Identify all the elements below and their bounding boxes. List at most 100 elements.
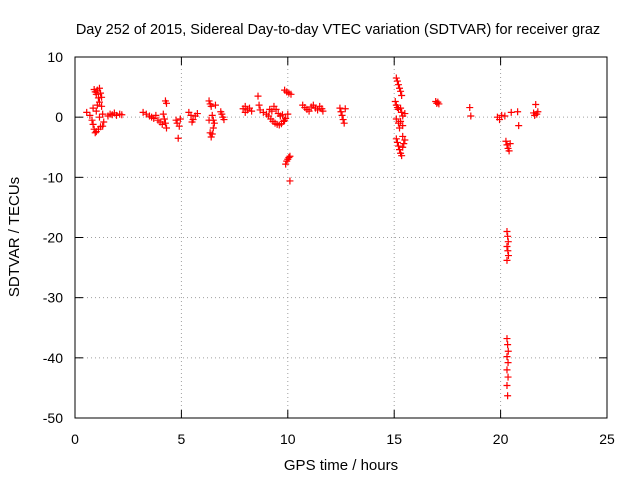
data-point xyxy=(504,373,512,381)
data-point xyxy=(282,160,290,168)
x-axis-title: GPS time / hours xyxy=(284,457,398,474)
data-point xyxy=(339,116,347,124)
data-point xyxy=(193,110,201,118)
data-point xyxy=(504,392,512,400)
x-tick-label: 25 xyxy=(599,431,615,447)
data-point xyxy=(467,112,475,120)
data-point xyxy=(504,359,512,367)
data-point xyxy=(399,122,407,130)
data-point xyxy=(99,110,107,118)
data-point xyxy=(160,115,168,123)
data-point xyxy=(397,104,405,112)
data-point xyxy=(399,143,407,151)
data-point xyxy=(100,118,108,126)
data-point xyxy=(175,122,183,130)
axis-ticks xyxy=(74,56,608,419)
data-point xyxy=(340,119,348,127)
data-point xyxy=(503,366,511,374)
data-point xyxy=(95,113,103,121)
data-point xyxy=(305,107,313,115)
data-point xyxy=(285,153,293,161)
data-point xyxy=(397,87,405,95)
y-tick-label: -40 xyxy=(43,350,63,366)
data-point xyxy=(248,107,256,115)
data-point xyxy=(503,382,511,390)
y-axis-title: SDTVAR / TECUs xyxy=(6,177,23,297)
data-point xyxy=(86,111,94,119)
data-point xyxy=(336,104,344,112)
data-point xyxy=(503,227,511,235)
data-point xyxy=(435,100,443,108)
data-point xyxy=(504,341,512,349)
data-point xyxy=(241,102,249,110)
data-point xyxy=(503,141,511,149)
data-point xyxy=(174,134,182,142)
data-point xyxy=(91,129,99,137)
data-point xyxy=(507,108,515,116)
data-point xyxy=(241,108,249,116)
data-point xyxy=(401,136,409,144)
data-point xyxy=(502,137,510,145)
data-point xyxy=(286,177,294,185)
data-point xyxy=(287,90,295,98)
data-point xyxy=(503,353,511,361)
data-point xyxy=(398,92,406,100)
data-point xyxy=(95,84,103,92)
data-point xyxy=(392,115,400,123)
data-point xyxy=(503,256,511,264)
data-point xyxy=(534,108,542,116)
data-point xyxy=(98,93,106,101)
data-point xyxy=(392,74,400,82)
x-tick-label: 20 xyxy=(493,431,509,447)
data-point xyxy=(207,102,215,110)
data-point xyxy=(172,116,180,124)
data-point xyxy=(98,102,106,110)
data-point xyxy=(532,101,540,109)
data-point xyxy=(209,124,217,132)
x-tick-label: 5 xyxy=(178,431,186,447)
data-point xyxy=(503,335,511,343)
data-point xyxy=(397,117,405,125)
data-point xyxy=(99,122,107,130)
y-tick-label: -30 xyxy=(43,290,63,306)
data-point xyxy=(501,112,509,120)
data-point xyxy=(205,116,213,124)
data-point xyxy=(94,94,102,102)
data-point xyxy=(398,152,406,160)
data-point xyxy=(207,133,215,141)
data-point xyxy=(496,116,504,124)
data-point xyxy=(188,118,196,126)
data-point xyxy=(163,99,171,107)
data-point xyxy=(337,108,345,116)
tick-labels: 0 5 10 15 20 25 10 0 -10 -20 -30 -40 -50 xyxy=(43,49,615,447)
y-tick-label: -50 xyxy=(43,410,63,426)
data-point xyxy=(341,105,349,113)
data-point xyxy=(118,111,126,119)
data-point xyxy=(400,140,408,148)
x-tick-label: 15 xyxy=(386,431,402,447)
data-point xyxy=(159,110,167,118)
data-point xyxy=(284,110,292,118)
data-points xyxy=(83,74,542,400)
data-point xyxy=(504,347,512,355)
data-point xyxy=(254,92,262,100)
data-point xyxy=(158,120,166,128)
data-point xyxy=(399,132,407,140)
data-point xyxy=(205,97,213,105)
data-point xyxy=(152,111,160,119)
data-point xyxy=(394,81,402,89)
data-point xyxy=(514,108,522,116)
data-point xyxy=(504,238,512,246)
data-point xyxy=(88,116,96,124)
data-point xyxy=(211,101,219,109)
data-point xyxy=(208,130,216,138)
data-point xyxy=(187,111,195,119)
x-tick-label: 0 xyxy=(71,431,79,447)
data-point xyxy=(161,119,169,127)
data-point xyxy=(504,247,512,255)
data-point xyxy=(504,232,512,240)
data-point xyxy=(163,124,171,132)
data-point xyxy=(319,107,327,115)
data-point xyxy=(391,98,399,106)
